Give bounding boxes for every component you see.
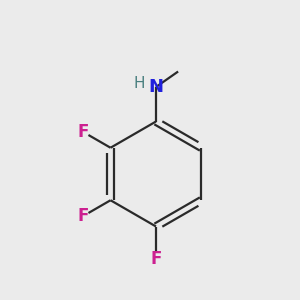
Text: F: F bbox=[77, 207, 88, 225]
Text: F: F bbox=[77, 123, 88, 141]
Text: N: N bbox=[148, 78, 164, 96]
Text: H: H bbox=[134, 76, 145, 91]
Text: F: F bbox=[150, 250, 162, 268]
